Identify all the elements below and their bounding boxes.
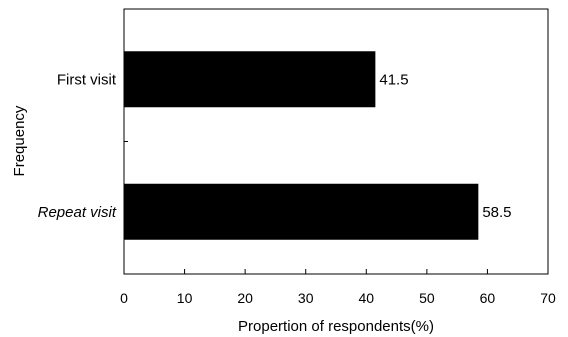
y-axis-title: Frequency — [11, 105, 28, 176]
x-tick-label: 40 — [358, 290, 374, 306]
bar-value-label: 58.5 — [482, 204, 511, 221]
x-axis-title: Propertion of respondents(%) — [238, 318, 434, 335]
x-tick-label: 70 — [540, 290, 556, 306]
category-label: First visit — [57, 71, 117, 88]
x-tick-label: 10 — [177, 290, 193, 306]
bar — [124, 51, 376, 108]
bar-value-label: 41.5 — [379, 71, 408, 88]
x-tick-label: 30 — [298, 290, 314, 306]
x-tick-label: 50 — [419, 290, 435, 306]
x-tick-label: 20 — [237, 290, 253, 306]
category-label: Repeat visit — [38, 204, 117, 221]
x-tick-label: 0 — [120, 290, 128, 306]
x-tick-label: 60 — [480, 290, 496, 306]
bar — [124, 183, 479, 240]
